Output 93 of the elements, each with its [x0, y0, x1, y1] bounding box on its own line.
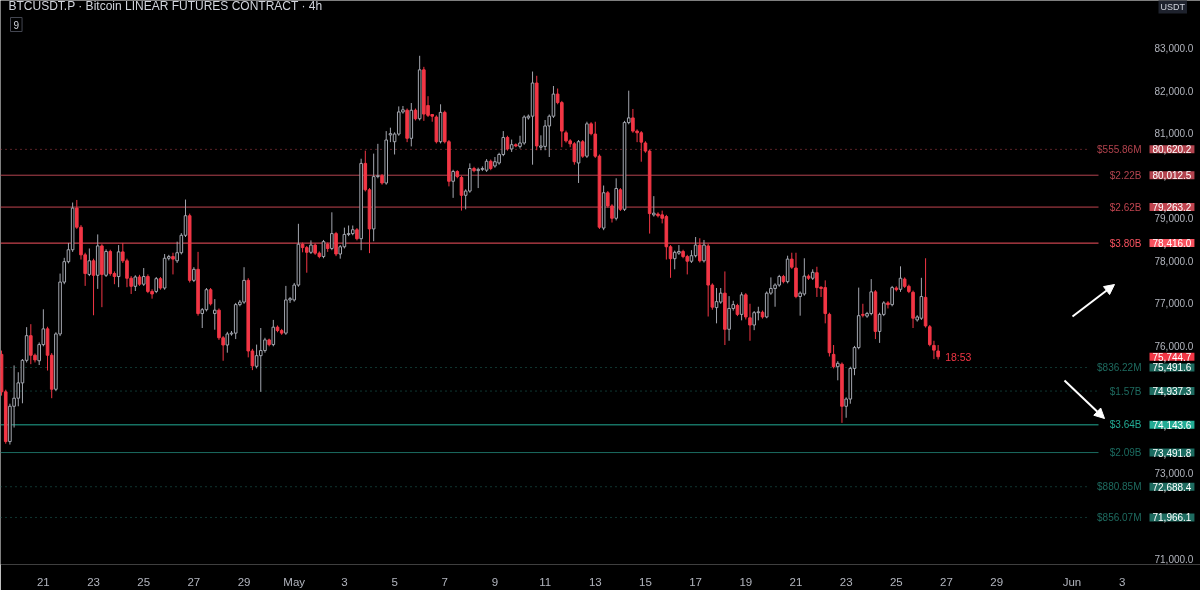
x-tick-label: 29 — [237, 575, 251, 588]
candlestick — [618, 187, 623, 212]
ref-line-label: $2.09B — [1109, 447, 1142, 459]
y-tick-label: 78,000.0 — [1154, 255, 1194, 267]
candlestick — [861, 303, 865, 318]
x-tick-label: 21 — [36, 575, 50, 588]
y-tick-label: 79,000.0 — [1154, 213, 1194, 225]
x-tick-label: 7 — [441, 575, 448, 588]
candlestick — [330, 211, 334, 251]
candlestick — [493, 156, 497, 169]
candlestick — [543, 119, 547, 151]
candlestick — [886, 300, 890, 309]
ref-line-label: $2.22B — [1109, 169, 1142, 181]
y-tick-label: 81,000.0 — [1154, 128, 1194, 140]
y-tick-label: 71,966.1 — [1152, 512, 1192, 524]
x-tick-label: 25 — [137, 575, 151, 588]
x-tick-label: 15 — [639, 575, 652, 588]
x-tick-label: 5 — [391, 575, 398, 588]
x-tick-label: May — [283, 575, 306, 588]
ref-line-label: $1.57B — [1109, 385, 1142, 397]
candlestick — [104, 248, 108, 278]
y-tick-label: 79,263.2 — [1152, 202, 1192, 214]
candlestick — [919, 277, 924, 321]
candlestick — [652, 195, 656, 218]
ref-line-label: $2.62B — [1109, 201, 1142, 213]
x-tick-label: 9 — [491, 575, 499, 588]
candlestick — [702, 239, 706, 264]
x-tick-label: 13 — [588, 575, 602, 588]
y-tick-label: 80,620.2 — [1152, 144, 1192, 156]
candlestick — [869, 278, 874, 316]
ref-line-label: $555.86M — [1097, 143, 1142, 155]
candlestick — [476, 167, 480, 189]
candlestick — [334, 231, 338, 257]
y-tick-label: 78,416.0 — [1152, 238, 1192, 250]
x-tick-label: 27 — [940, 575, 953, 588]
y-tick-label: 74,937.3 — [1152, 386, 1192, 398]
chart-title: BTCUSDT.P · Bitcoin LINEAR FUTURES CONTRACT · 4h — [8, 0, 323, 13]
y-tick-label: 72,688.4 — [1152, 481, 1192, 493]
y-tick-label: 76,000.0 — [1154, 340, 1194, 352]
candlestick — [752, 310, 756, 331]
candlestick — [212, 298, 217, 331]
y-tick-label: 71,000.0 — [1154, 553, 1194, 565]
candlestick — [831, 344, 836, 369]
x-tick-label: Jun — [1062, 575, 1082, 588]
y-tick-label: 74,143.6 — [1152, 419, 1192, 431]
y-tick-label: 73,491.8 — [1152, 447, 1192, 459]
x-tick-label: 11 — [539, 575, 552, 588]
ref-line-label: $836.22M — [1097, 362, 1142, 373]
candlestick — [87, 247, 92, 277]
y-tick-label: 77,000.0 — [1154, 298, 1194, 310]
candlestick — [242, 266, 246, 305]
x-tick-label: 3 — [1118, 575, 1126, 588]
candlestick — [677, 244, 681, 256]
candlestick — [727, 295, 731, 342]
candlestick — [693, 236, 698, 258]
annotation: 18:53 — [945, 350, 972, 363]
x-tick-label: 25 — [889, 575, 903, 588]
ref-line-label: $880.85M — [1097, 481, 1142, 493]
ref-line-label: $3.80B — [1109, 237, 1142, 249]
candlestick — [29, 323, 33, 365]
candlestick — [785, 255, 790, 284]
candlestick — [258, 327, 263, 393]
candlestick — [835, 360, 840, 381]
y-tick-label: 80,012.5 — [1152, 170, 1192, 182]
candlestick — [572, 141, 577, 166]
candlestick — [890, 285, 894, 307]
candlestick — [171, 252, 175, 275]
x-tick-label: 27 — [187, 575, 201, 588]
ref-line-label: $856.07M — [1097, 511, 1142, 523]
x-tick-label: 3 — [341, 575, 348, 588]
candlestick — [304, 245, 309, 274]
x-tick-label: 17 — [689, 575, 703, 588]
x-tick-label: 19 — [739, 575, 753, 588]
x-tick-label: 23 — [87, 575, 100, 588]
y-tick-label: 73,000.0 — [1154, 468, 1194, 480]
y-tick-label: 82,000.0 — [1154, 85, 1194, 97]
y-axis-title: USDT — [1160, 1, 1186, 12]
candlestick — [451, 169, 455, 199]
y-tick-label: 75,491.6 — [1152, 362, 1192, 374]
candlestick — [468, 162, 472, 194]
x-tick-label: 21 — [789, 575, 803, 588]
ref-line-label: $3.64B — [1109, 419, 1142, 431]
x-tick-label: 23 — [839, 575, 853, 588]
candlestick — [108, 249, 113, 277]
x-tick-label: 29 — [990, 575, 1004, 588]
y-tick-label: 83,000.0 — [1154, 43, 1194, 55]
candlestick — [685, 254, 690, 275]
candlestick — [698, 237, 702, 264]
annotation: 9 — [13, 19, 20, 31]
candlestick — [936, 344, 940, 360]
y-tick-label: 75,744.7 — [1152, 351, 1192, 363]
candlestick — [739, 291, 744, 321]
candlestick — [815, 266, 819, 298]
